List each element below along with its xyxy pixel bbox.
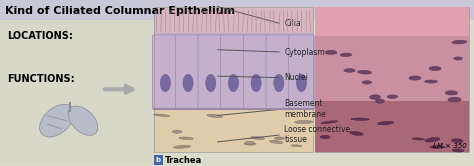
Ellipse shape (206, 74, 216, 92)
Text: Basement
membrane: Basement membrane (284, 99, 326, 119)
Text: Loose connective
tissue: Loose connective tissue (284, 125, 351, 144)
Ellipse shape (429, 66, 441, 71)
Ellipse shape (154, 114, 170, 117)
Ellipse shape (363, 81, 371, 84)
Ellipse shape (273, 74, 284, 92)
Ellipse shape (344, 69, 356, 72)
Ellipse shape (425, 137, 440, 142)
Ellipse shape (179, 137, 193, 140)
FancyBboxPatch shape (154, 33, 313, 97)
Ellipse shape (362, 81, 372, 84)
Ellipse shape (40, 104, 74, 137)
Ellipse shape (207, 114, 222, 118)
FancyBboxPatch shape (0, 20, 154, 165)
FancyBboxPatch shape (154, 7, 313, 33)
Ellipse shape (345, 69, 355, 72)
Text: b: b (156, 157, 161, 163)
Ellipse shape (412, 138, 425, 140)
Ellipse shape (387, 95, 398, 99)
Ellipse shape (320, 135, 330, 139)
Ellipse shape (296, 74, 307, 92)
Text: Trachea: Trachea (164, 156, 202, 165)
Ellipse shape (449, 98, 460, 102)
Ellipse shape (426, 80, 437, 83)
Ellipse shape (452, 40, 467, 44)
Ellipse shape (351, 118, 369, 120)
Ellipse shape (409, 76, 421, 80)
FancyBboxPatch shape (0, 0, 474, 20)
FancyBboxPatch shape (243, 35, 269, 109)
Ellipse shape (160, 74, 171, 92)
Text: Cilia: Cilia (284, 19, 301, 29)
Ellipse shape (269, 140, 283, 144)
Ellipse shape (446, 91, 457, 95)
FancyArrowPatch shape (105, 86, 132, 93)
Ellipse shape (244, 143, 256, 145)
FancyBboxPatch shape (221, 35, 246, 109)
Text: Nuclei: Nuclei (284, 73, 308, 82)
Ellipse shape (448, 97, 461, 102)
Ellipse shape (452, 149, 464, 152)
Ellipse shape (454, 57, 463, 60)
Ellipse shape (357, 70, 372, 74)
Ellipse shape (410, 76, 420, 80)
Ellipse shape (340, 53, 352, 57)
FancyBboxPatch shape (154, 97, 313, 108)
Ellipse shape (251, 137, 264, 139)
Ellipse shape (425, 80, 438, 83)
Ellipse shape (370, 95, 381, 99)
Ellipse shape (291, 145, 302, 147)
Ellipse shape (294, 121, 313, 124)
Ellipse shape (326, 51, 336, 54)
FancyBboxPatch shape (289, 35, 314, 109)
Ellipse shape (358, 71, 371, 74)
Ellipse shape (376, 99, 384, 103)
Ellipse shape (245, 141, 255, 145)
Ellipse shape (429, 146, 445, 148)
Ellipse shape (454, 57, 462, 60)
FancyBboxPatch shape (153, 35, 178, 109)
Ellipse shape (388, 95, 397, 98)
FancyBboxPatch shape (154, 155, 163, 166)
Ellipse shape (173, 145, 191, 148)
FancyBboxPatch shape (315, 36, 469, 101)
Ellipse shape (445, 91, 458, 95)
Text: LOCATIONS:: LOCATIONS: (7, 31, 73, 41)
FancyBboxPatch shape (315, 7, 469, 152)
Ellipse shape (350, 131, 364, 135)
FancyBboxPatch shape (198, 35, 224, 109)
Ellipse shape (183, 74, 193, 92)
Ellipse shape (325, 50, 337, 54)
FancyBboxPatch shape (175, 35, 201, 109)
Ellipse shape (430, 67, 440, 70)
Ellipse shape (321, 121, 338, 124)
Ellipse shape (375, 99, 384, 103)
Text: LM × 350: LM × 350 (433, 143, 467, 149)
FancyBboxPatch shape (266, 35, 292, 109)
FancyBboxPatch shape (154, 108, 313, 152)
FancyBboxPatch shape (315, 7, 469, 36)
Ellipse shape (274, 137, 285, 140)
Text: Kind of Ciliated Columnar Epithelium: Kind of Ciliated Columnar Epithelium (5, 6, 235, 16)
Ellipse shape (377, 121, 393, 125)
Text: FUNCTIONS:: FUNCTIONS: (7, 74, 75, 84)
Ellipse shape (451, 139, 463, 143)
Ellipse shape (251, 74, 261, 92)
Ellipse shape (341, 53, 351, 56)
FancyBboxPatch shape (315, 101, 469, 152)
Ellipse shape (453, 41, 466, 44)
Ellipse shape (370, 95, 380, 99)
Ellipse shape (172, 130, 182, 133)
Ellipse shape (68, 106, 98, 135)
Text: Cytoplasm: Cytoplasm (284, 48, 325, 57)
Ellipse shape (228, 74, 238, 92)
